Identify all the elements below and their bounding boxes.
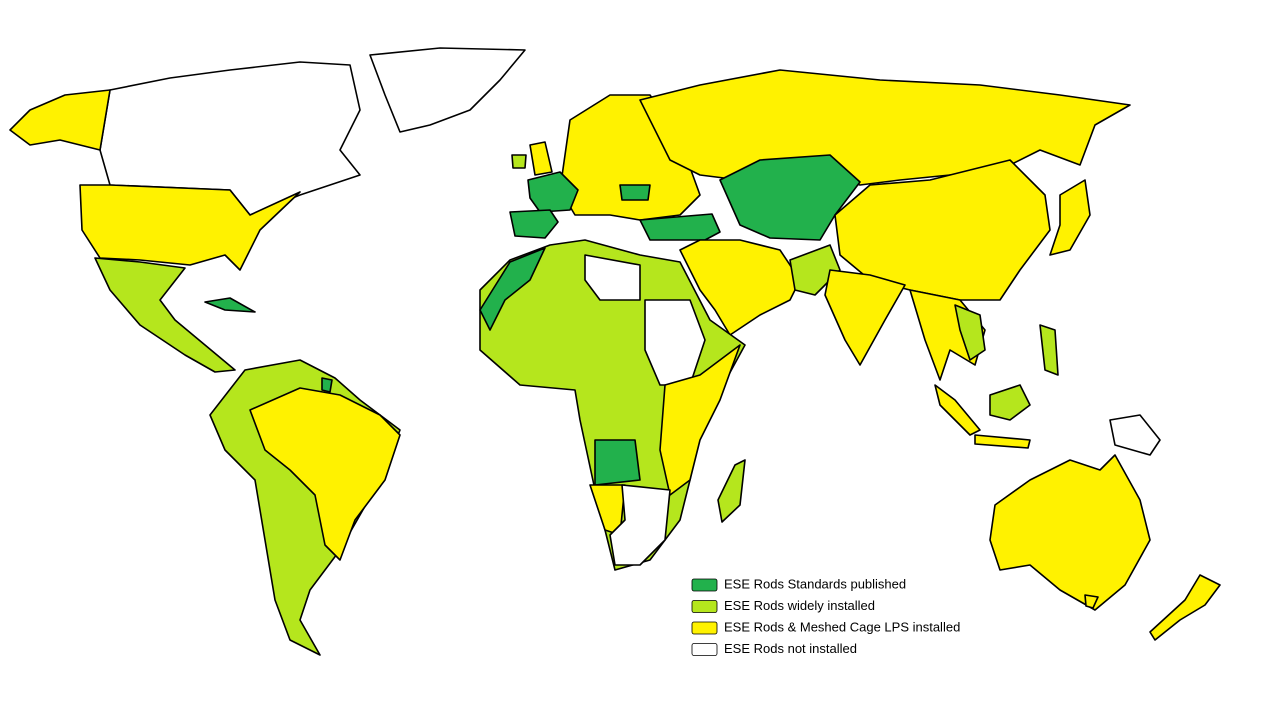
legend-background [492, 572, 962, 672]
brazil [249, 387, 401, 561]
alaska [9, 89, 111, 151]
legend-label: ESE Rods & Meshed Cage LPS installed [724, 619, 960, 634]
ireland [511, 154, 527, 169]
japan [1049, 179, 1091, 256]
angola [594, 439, 641, 486]
india [824, 269, 906, 366]
australia [989, 454, 1151, 611]
cuba [204, 297, 256, 313]
south-africa [609, 484, 671, 566]
greenland [369, 47, 526, 133]
java [974, 434, 1031, 449]
madagascar [717, 459, 746, 523]
legend-swatch [691, 578, 718, 592]
new-zealand [1149, 574, 1221, 641]
new-guinea [1109, 414, 1161, 456]
legend-swatch [691, 643, 718, 656]
france [527, 171, 579, 213]
turkey [639, 213, 721, 241]
uk [529, 141, 553, 176]
sumatra [934, 384, 981, 436]
legend-label: ESE Rods widely installed [724, 598, 875, 613]
mexico-central-america [94, 257, 236, 373]
countries [9, 47, 1221, 656]
borneo [989, 384, 1031, 421]
romania [619, 184, 651, 201]
legend-label: ESE Rods not installed [724, 641, 857, 656]
legend-swatch [691, 621, 718, 635]
east-africa [659, 344, 741, 496]
indochina [954, 304, 986, 361]
legend-label: ESE Rods Standards published [724, 576, 906, 591]
legend: ESE Rods Standards published ESE Rods wid… [691, 576, 960, 656]
legend-swatch [691, 600, 718, 613]
morocco [479, 247, 546, 331]
iberia [509, 209, 559, 239]
guiana [321, 377, 333, 393]
philippines [1039, 324, 1059, 376]
tasmania [1084, 594, 1099, 609]
middle-east [679, 239, 801, 336]
libya [584, 254, 641, 301]
